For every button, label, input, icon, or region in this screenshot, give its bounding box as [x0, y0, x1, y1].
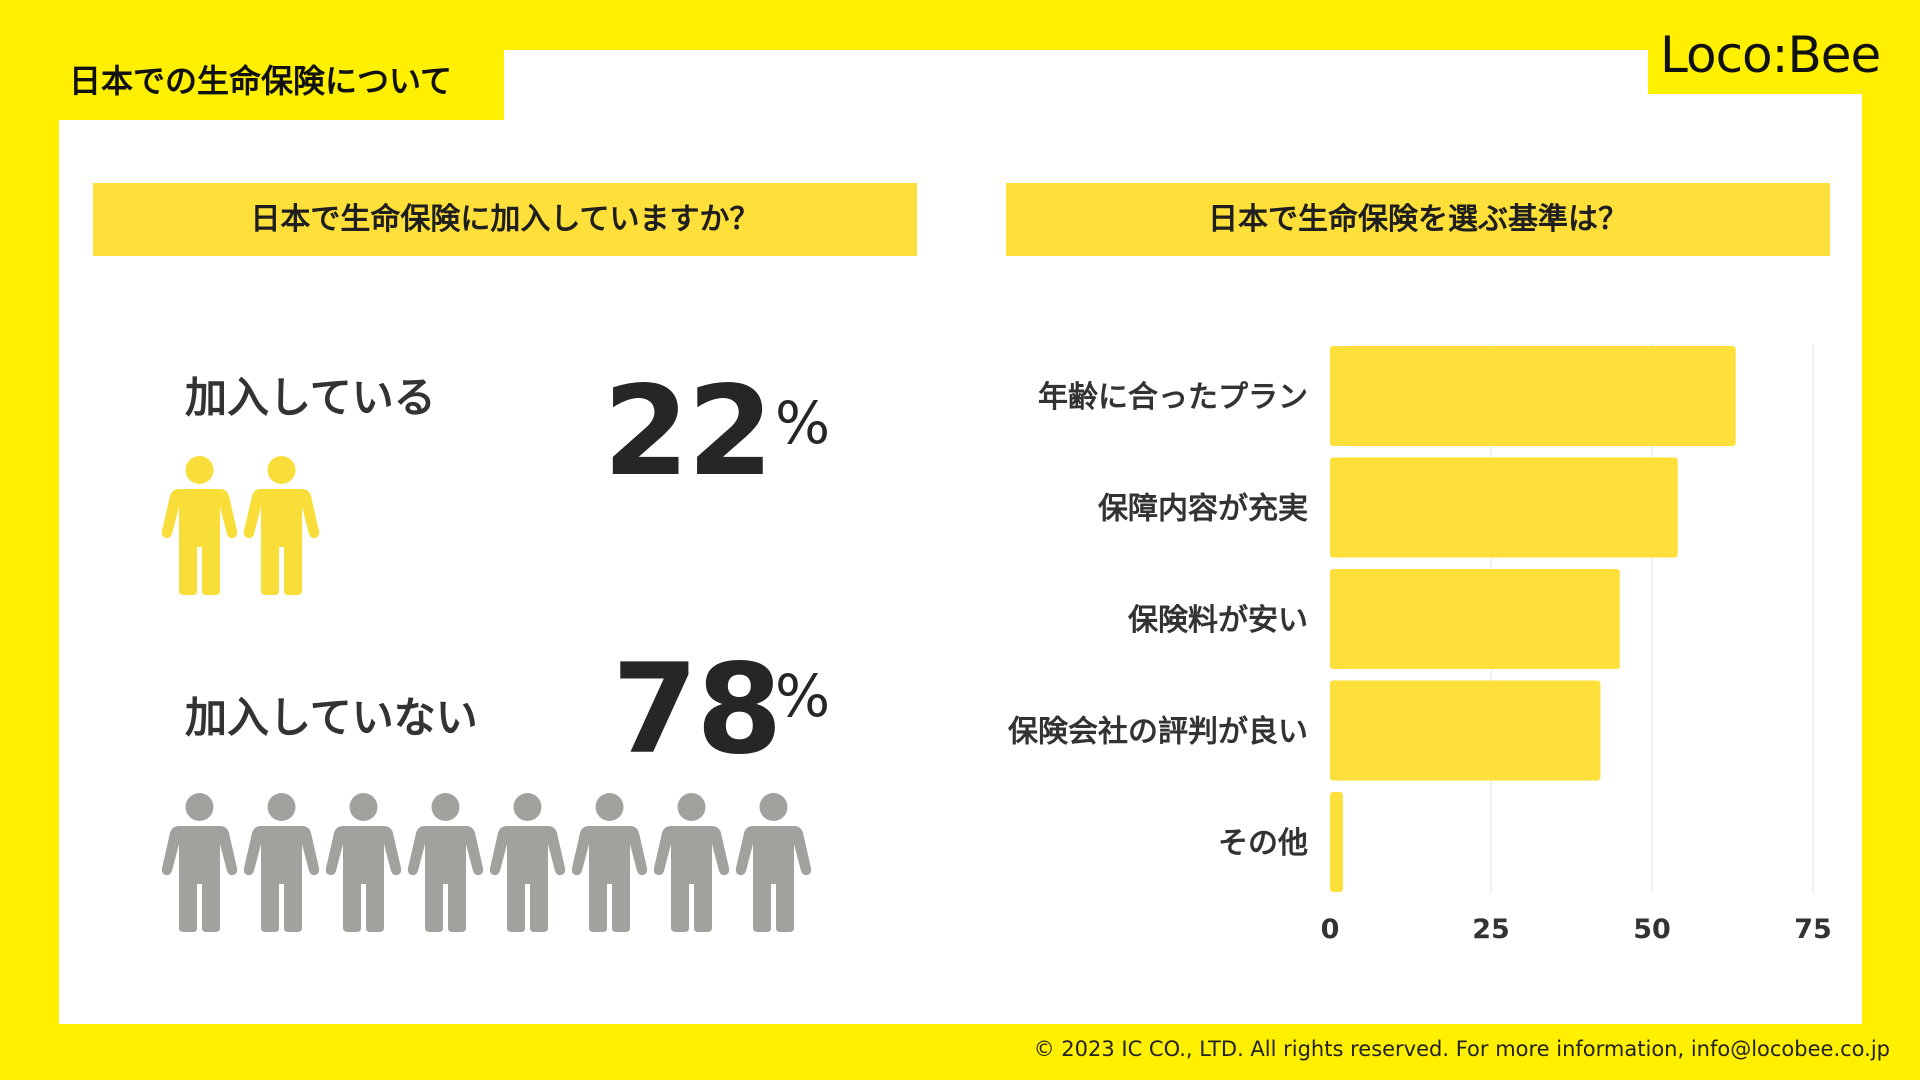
- enrollment-question-heading: 日本で生命保険に加入していますか？: [93, 183, 917, 256]
- category-label: その他: [1218, 826, 1308, 861]
- enrolled-percent-unit: %: [775, 389, 831, 457]
- page-title: 日本での生命保険について: [69, 62, 453, 100]
- category-label: 年齢に合ったプラン: [1038, 380, 1308, 415]
- category-label: 保険料が安い: [1128, 603, 1308, 638]
- bar-4: [1330, 792, 1343, 892]
- person-icon: [161, 455, 238, 595]
- x-tick-label: 75: [1794, 914, 1832, 945]
- bar-3: [1330, 680, 1601, 781]
- copyright-footer: © 2023 IC CO., LTD. All rights reserved.…: [1033, 1037, 1890, 1061]
- enrolled-label: 加入している: [185, 373, 436, 422]
- x-tick-label: 0: [1321, 914, 1340, 945]
- locobee-logo: Loco:Bee: [1660, 26, 1881, 84]
- category-label: 保障内容が充実: [1098, 492, 1308, 527]
- person-icon: [243, 455, 320, 595]
- person-icon: [735, 792, 812, 932]
- page-title-tab: [59, 50, 504, 120]
- bar-0: [1330, 346, 1736, 446]
- person-icon: [653, 792, 730, 932]
- bar-2: [1330, 569, 1620, 669]
- person-icon: [407, 792, 484, 932]
- person-icon: [325, 792, 402, 932]
- enrolled-percent-value: 22: [603, 360, 774, 504]
- person-icon: [243, 792, 320, 932]
- not-enrolled-percent-unit: %: [775, 662, 831, 730]
- logo-tab: [1648, 20, 1862, 94]
- enrolled-people-icons: [161, 455, 320, 595]
- person-icon: [571, 792, 648, 932]
- not-enrolled-percent-value: 78: [612, 638, 783, 782]
- bar-1: [1330, 457, 1678, 558]
- person-icon: [161, 792, 238, 932]
- person-icon: [489, 792, 566, 932]
- criteria-question-heading: 日本で生命保険を選ぶ基準は？: [1006, 183, 1830, 256]
- x-tick-label: 50: [1633, 914, 1671, 945]
- not-enrolled-people-icons: [161, 792, 812, 932]
- not-enrolled-label: 加入していない: [185, 693, 478, 742]
- category-label: 保険会社の評判が良い: [1008, 715, 1308, 750]
- x-tick-label: 25: [1472, 914, 1510, 945]
